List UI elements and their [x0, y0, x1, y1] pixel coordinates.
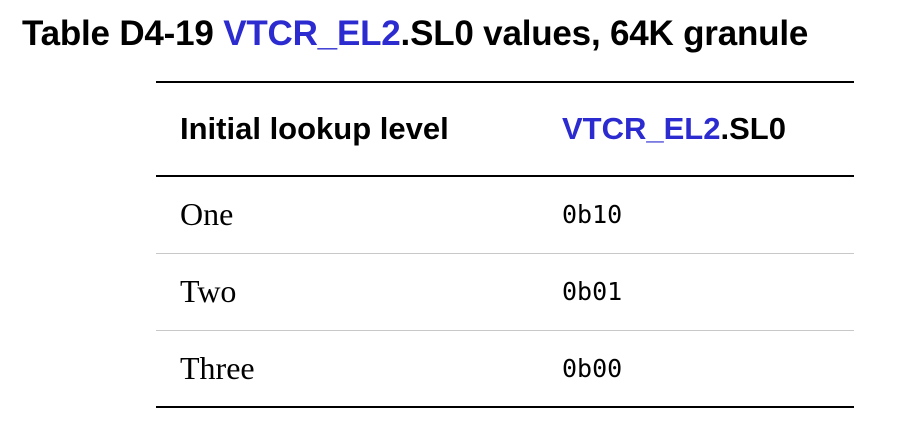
table-row: One 0b10 [156, 176, 854, 253]
table-header: Initial lookup level VTCR_EL2.SL0 [156, 82, 854, 176]
caption-suffix: .SL0 values, 64K granule [400, 14, 809, 53]
vtcr-el2-link[interactable]: VTCR_EL2 [223, 14, 401, 53]
header-vtcr-el2-link[interactable]: VTCR_EL2 [562, 111, 721, 146]
sl0-values-table: Initial lookup level VTCR_EL2.SL0 One 0b… [156, 81, 854, 408]
table-row: Two 0b01 [156, 253, 854, 330]
caption-prefix: Table D4-19 [22, 14, 224, 53]
table-body: One 0b10 Two 0b01 Three 0b00 [156, 176, 854, 407]
header-sl0-suffix: .SL0 [720, 111, 786, 146]
table-caption: Table D4-19 VTCR_EL2.SL0 values, 64K gra… [22, 12, 808, 56]
sl0-value-cell: 0b00 [562, 353, 623, 383]
table-row: Three 0b00 [156, 330, 854, 407]
lookup-level-cell: Two [180, 273, 237, 309]
lookup-level-cell: One [180, 196, 234, 233]
sl0-value-cell: 0b10 [562, 200, 623, 230]
header-initial-lookup-level: Initial lookup level [180, 111, 449, 146]
header-row: Initial lookup level VTCR_EL2.SL0 [156, 82, 854, 176]
header-sl0: VTCR_EL2.SL0 [560, 82, 854, 176]
lookup-level-cell: Three [180, 349, 255, 386]
sl0-value-cell: 0b01 [562, 277, 623, 306]
